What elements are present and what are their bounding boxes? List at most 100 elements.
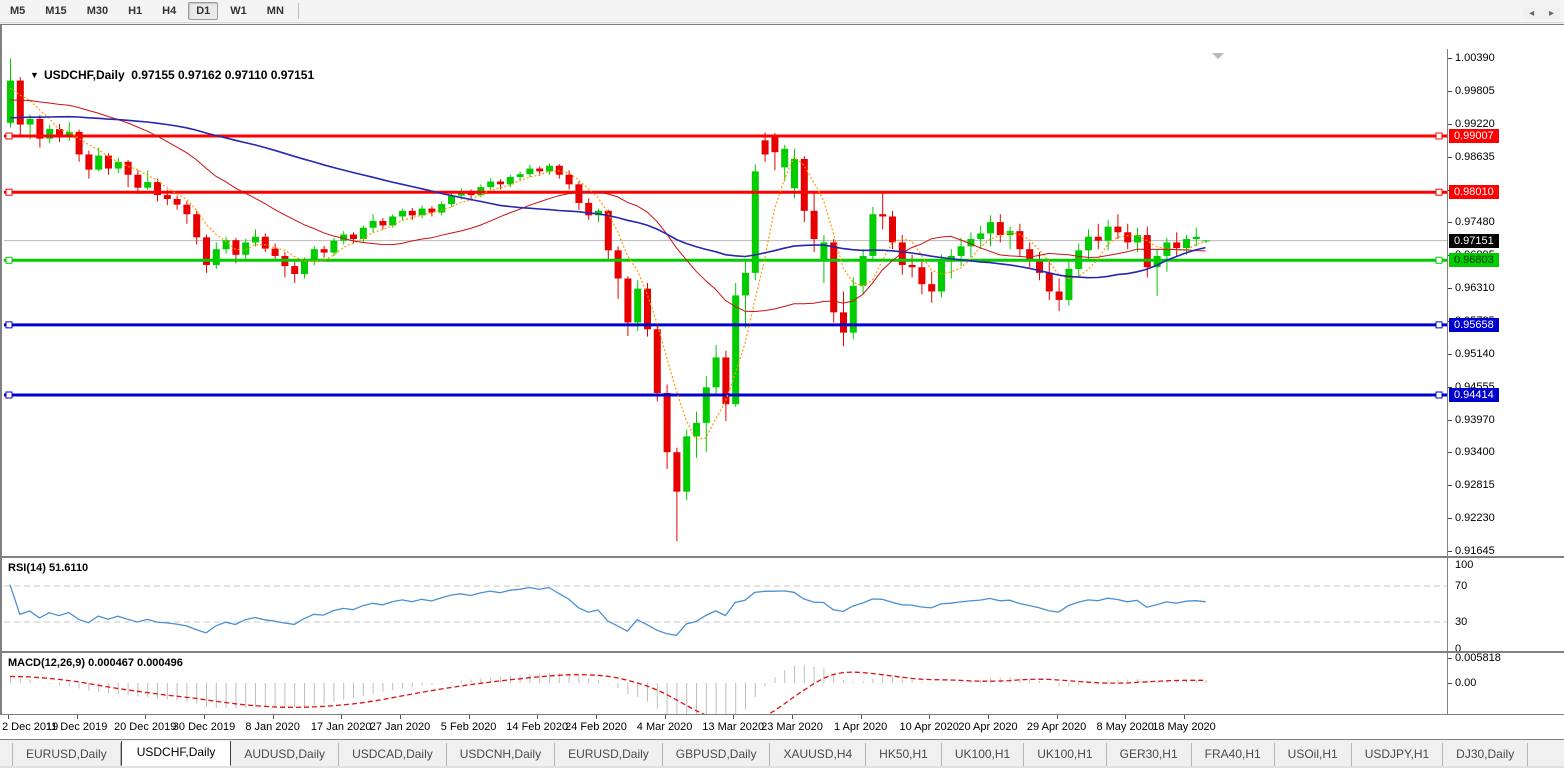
candle-body xyxy=(389,216,397,226)
date-label: 29 Apr 2020 xyxy=(1026,721,1087,733)
timeframe-button-m5[interactable]: M5 xyxy=(10,5,26,17)
date-label: 18 May 2020 xyxy=(1152,721,1216,733)
line-handle-left[interactable] xyxy=(5,256,13,264)
candle-body xyxy=(693,422,700,437)
price-chart-canvas[interactable] xyxy=(2,49,1448,739)
candle-body xyxy=(702,387,710,423)
timeframe-button-h1[interactable]: H1 xyxy=(128,5,143,17)
rsi-axis-label: 70 xyxy=(1455,580,1468,592)
candle-body xyxy=(95,155,103,170)
candle-body xyxy=(742,272,749,296)
candle-body xyxy=(1094,236,1102,241)
date-tick-mark xyxy=(400,715,401,719)
candle-body xyxy=(732,295,740,405)
candle-body xyxy=(849,285,857,333)
moving-average-50 xyxy=(9,115,1206,279)
price-axis[interactable]: 1.003900.998050.992200.986350.980500.974… xyxy=(1448,49,1564,739)
chart-tab-eurusd-daily[interactable]: EURUSD,Daily xyxy=(555,743,663,766)
date-label: 23 Mar 2020 xyxy=(761,721,823,733)
date-label: 8 May 2020 xyxy=(1096,721,1154,733)
rsi-panel-divider[interactable] xyxy=(2,556,1564,558)
candle-body xyxy=(1192,236,1200,240)
timeframe-button-w1[interactable]: W1 xyxy=(230,5,247,17)
candle-body xyxy=(908,264,916,268)
candle-body xyxy=(203,237,210,265)
date-tick-mark xyxy=(468,715,470,719)
candle-body xyxy=(16,80,24,125)
date-tick-mark xyxy=(988,715,989,719)
chart-tab-hk50-h1[interactable]: HK50,H1 xyxy=(866,743,942,766)
chart-tab-gbpusd-daily[interactable]: GBPUSD,Daily xyxy=(663,743,771,766)
chart-tab-eurusd-daily[interactable]: EURUSD,Daily xyxy=(12,743,121,766)
line-handle-right[interactable] xyxy=(1435,188,1443,196)
candle-body xyxy=(154,182,161,196)
candle-body xyxy=(516,174,524,177)
price-tick-mark xyxy=(1448,91,1452,92)
chart-shift-triangle-icon[interactable] xyxy=(1212,53,1224,59)
timeframe-button-mn[interactable]: MN xyxy=(266,5,284,17)
date-axis[interactable]: 2 Dec 2019 11 Dec 2019 20 Dec 2019 30 Dec 2… xyxy=(0,714,1564,740)
timeframe-button-m15[interactable]: M15 xyxy=(45,5,67,17)
date-label: 8 Jan 2020 xyxy=(245,721,300,733)
candle-body xyxy=(898,242,906,265)
chart-tab-usdchf-daily[interactable]: USDCHF,Daily xyxy=(120,741,232,766)
line-handle-left[interactable] xyxy=(5,188,13,196)
candle-body xyxy=(1173,242,1181,249)
chart-tab-uk100-h1[interactable]: UK100,H1 xyxy=(1024,743,1107,766)
candle-body xyxy=(497,181,504,185)
line-handle-left[interactable] xyxy=(5,391,13,399)
candle-body xyxy=(124,161,132,175)
line-handle-left[interactable] xyxy=(5,132,13,140)
line-handle-right[interactable] xyxy=(1435,321,1443,329)
candle-body xyxy=(75,131,83,155)
macd-panel-divider[interactable] xyxy=(2,651,1564,653)
candle-body xyxy=(928,284,936,292)
chart-tab-fra40-h1[interactable]: FRA40,H1 xyxy=(1192,743,1275,766)
tab-scroll-arrows[interactable]: ◂ ▸ xyxy=(1523,8,1560,19)
chart-tab-dj30-daily[interactable]: DJ30,Daily xyxy=(1443,743,1529,766)
date-label: 17 Jan 2020 xyxy=(310,721,372,733)
candle-body xyxy=(644,288,651,330)
price-level-badge: 0.98010 xyxy=(1449,185,1499,199)
candle-body xyxy=(957,246,965,256)
price-tick-label: 0.98635 xyxy=(1455,151,1495,163)
line-handle-right[interactable] xyxy=(1435,391,1443,399)
price-tick-mark xyxy=(1448,452,1452,453)
price-level-badge: 0.96803 xyxy=(1449,253,1499,267)
candle-body xyxy=(614,250,622,279)
chart-tab-usdcnh-daily[interactable]: USDCNH,Daily xyxy=(447,743,556,766)
candle-body xyxy=(1036,260,1043,273)
candle-body xyxy=(653,329,661,393)
price-tick-label: 0.92230 xyxy=(1455,512,1495,524)
candle-body xyxy=(408,210,416,216)
chart-tab-xauusd-h4[interactable]: XAUUSD,H4 xyxy=(770,743,867,766)
candle-body xyxy=(212,249,220,265)
date-tick-mark xyxy=(1184,715,1185,719)
candle-body xyxy=(438,204,446,213)
chart-window[interactable]: 1.003900.998050.992200.986350.980500.974… xyxy=(0,24,1564,739)
chart-tab-usdjpy-h1[interactable]: USDJPY,H1 xyxy=(1352,743,1444,766)
chart-tab-ger30-h1[interactable]: GER30,H1 xyxy=(1107,743,1192,766)
chart-tab-uk100-h1[interactable]: UK100,H1 xyxy=(942,743,1025,766)
chart-tab-usoil-h1[interactable]: USOil,H1 xyxy=(1275,743,1352,766)
candle-body xyxy=(800,158,808,211)
candle-body xyxy=(369,220,377,228)
timeframe-button-h4[interactable]: H4 xyxy=(162,5,177,17)
chart-tab-audusd-daily[interactable]: AUDUSD,Daily xyxy=(231,743,340,766)
line-handle-right[interactable] xyxy=(1435,256,1443,264)
timeframe-button-m30[interactable]: M30 xyxy=(86,5,109,17)
candle-body xyxy=(1026,249,1034,261)
candle-body xyxy=(7,80,14,123)
chart-tab-usdcad-daily[interactable]: USDCAD,Daily xyxy=(339,743,447,766)
candle-body xyxy=(967,239,975,247)
candle-body xyxy=(1183,239,1190,249)
price-level-badge: 0.94414 xyxy=(1449,388,1499,402)
candle-body xyxy=(1045,272,1053,292)
date-tick-mark xyxy=(341,715,343,719)
line-handle-left[interactable] xyxy=(5,321,13,329)
line-handle-right[interactable] xyxy=(1435,132,1443,140)
date-tick-mark xyxy=(204,715,205,719)
collapse-triangle-icon[interactable]: ▼ xyxy=(30,70,39,80)
date-tick-mark xyxy=(76,715,78,719)
timeframe-button-d1[interactable]: D1 xyxy=(188,2,219,20)
